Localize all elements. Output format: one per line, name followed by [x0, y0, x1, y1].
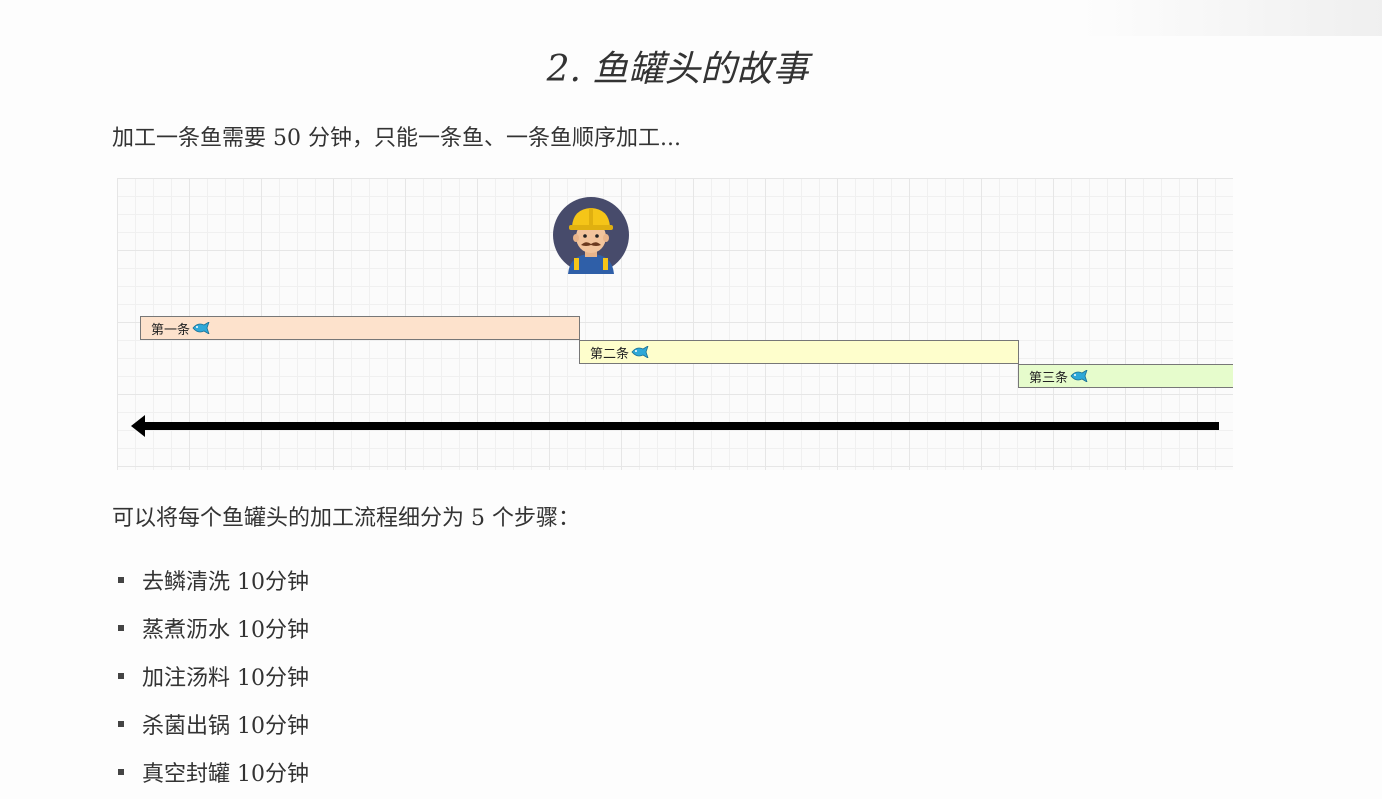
step-text: 蒸煮沥水 10分钟	[142, 618, 309, 643]
step-text: 真空封罐 10分钟	[142, 762, 309, 787]
step-text: 加注汤料 10分钟	[142, 666, 309, 691]
steps-intro-text: 可以将每个鱼罐头的加工流程细分为 5 个步骤：	[112, 506, 580, 531]
fish-bar-1-label: 第一条	[151, 322, 191, 338]
fish-bar-1: 第一条	[140, 316, 580, 340]
fish-bar-2: 第二条	[579, 340, 1019, 364]
step-text: 杀菌出锅 10分钟	[142, 714, 309, 739]
fish-bar-2-label: 第二条	[590, 346, 630, 362]
time-arrow-icon	[131, 415, 1219, 437]
intro-text: 加工一条鱼需要 50 分钟，只能一条鱼、一条鱼顺序加工...	[112, 126, 681, 151]
fish-bar-3-label: 第三条	[1029, 370, 1069, 386]
pipeline-diagram: 第一条 第二条 第三条	[117, 178, 1233, 470]
bullet-icon	[118, 769, 124, 775]
list-item: 蒸煮沥水 10分钟	[118, 604, 309, 652]
bullet-icon	[118, 625, 124, 631]
fish-icon	[631, 346, 649, 358]
page-title: 2. 鱼罐头的故事	[546, 49, 809, 90]
fish-icon	[192, 322, 210, 334]
bullet-icon	[118, 721, 124, 727]
fish-icon	[1070, 370, 1088, 382]
fish-bar-3: 第三条	[1018, 364, 1233, 388]
step-text: 去鳞清洗 10分钟	[142, 570, 309, 595]
list-item: 去鳞清洗 10分钟	[118, 556, 309, 604]
steps-list: 去鳞清洗 10分钟 蒸煮沥水 10分钟 加注汤料 10分钟 杀菌出锅 10分钟 …	[118, 556, 309, 796]
bullet-icon	[118, 673, 124, 679]
list-item: 杀菌出锅 10分钟	[118, 700, 309, 748]
watermark	[1082, 0, 1382, 36]
worker-avatar-icon	[553, 197, 629, 274]
list-item: 真空封罐 10分钟	[118, 748, 309, 796]
bullet-icon	[118, 577, 124, 583]
list-item: 加注汤料 10分钟	[118, 652, 309, 700]
